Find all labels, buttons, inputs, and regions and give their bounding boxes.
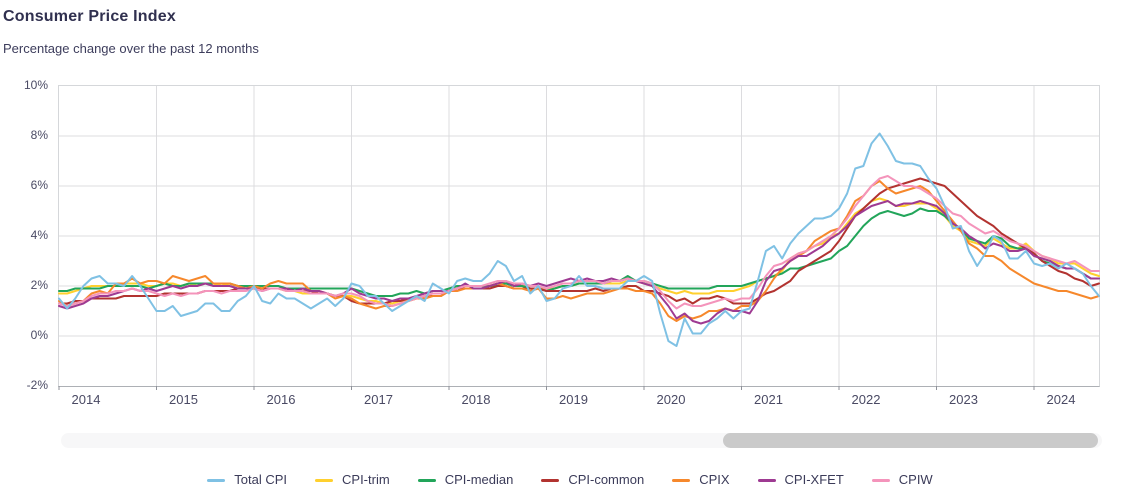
legend-item-total-cpi[interactable]: Total CPI (207, 472, 287, 488)
legend-label: CPIX (699, 472, 730, 487)
legend-swatch-cpi-common (541, 478, 560, 482)
legend-swatch-cpi-median (417, 478, 436, 482)
x-axis-label: 2017 (364, 392, 393, 407)
chart-scrollbar-thumb[interactable] (723, 433, 1098, 448)
x-axis-label: 2018 (461, 392, 491, 407)
y-axis-label: 4% (30, 228, 48, 242)
legend-item-cpi-xfet[interactable]: CPI-XFET (757, 472, 844, 488)
legend-item-cpiw[interactable]: CPIW (871, 472, 933, 488)
y-axis-label: 8% (30, 128, 48, 142)
legend-item-cpi-common[interactable]: CPI-common (541, 472, 644, 488)
x-axis-label: 2014 (71, 392, 101, 407)
legend-label: CPI-XFET (784, 472, 844, 487)
x-axis-label: 2024 (1046, 392, 1076, 407)
x-axis-label: 2016 (266, 392, 296, 407)
legend-label: CPI-median (444, 472, 514, 487)
series-line-cpix[interactable] (58, 180, 1100, 322)
x-axis-label: 2019 (559, 392, 588, 407)
legend-label: Total CPI (234, 472, 288, 487)
legend-swatch-cpi-trim (315, 478, 334, 482)
legend-label: CPIW (898, 472, 933, 487)
legend-label: CPI-common (568, 472, 645, 487)
x-axis-label: 2022 (851, 392, 881, 407)
series-line-cpiw[interactable] (58, 175, 1100, 310)
y-axis-label: 2% (30, 278, 48, 292)
y-axis-label: -2% (26, 378, 48, 392)
series-line-total-cpi[interactable] (58, 132, 1100, 347)
legend-swatch-cpi-xfet (757, 478, 776, 482)
y-axis-label: 0% (30, 328, 48, 342)
legend-swatch-total-cpi (207, 478, 226, 482)
legend-item-cpi-trim[interactable]: CPI-trim (315, 472, 390, 488)
legend-swatch-cpix (672, 478, 691, 482)
y-axis-label: 10% (23, 78, 48, 92)
page-title: Consumer Price Index (3, 8, 176, 25)
y-axis-label: 6% (30, 178, 48, 192)
chart-legend: Total CPI CPI-trim CPI-median CPI-common CPI… (0, 470, 1140, 490)
legend-label: CPI-trim (342, 472, 390, 487)
plot-area[interactable] (58, 85, 1100, 390)
x-axis-label: 2015 (169, 392, 198, 407)
chart-scrollbar-track[interactable] (61, 433, 1102, 448)
gridlines (58, 86, 1099, 390)
x-axis-label: 2021 (754, 392, 783, 407)
page-subtitle: Percentage change over the past 12 month… (3, 41, 259, 56)
legend-item-cpi-median[interactable]: CPI-median (417, 472, 514, 488)
legend-swatch-cpiw (871, 478, 890, 482)
legend-item-cpix[interactable]: CPIX (672, 472, 730, 488)
x-axis-label: 2023 (949, 392, 978, 407)
x-axis-label: 2020 (656, 392, 686, 407)
chart-svg (58, 86, 1100, 390)
